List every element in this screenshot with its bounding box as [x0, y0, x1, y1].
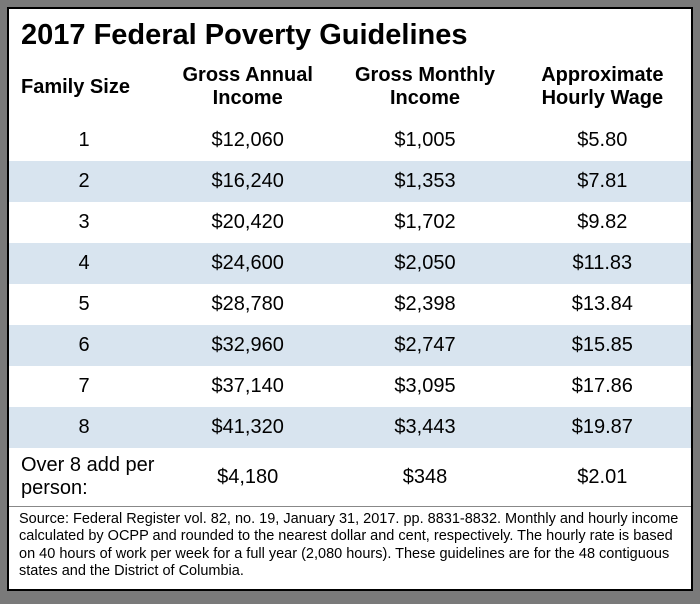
family-size-cell: 4 — [9, 243, 159, 284]
hourly-cell: $13.84 — [514, 284, 691, 325]
over-monthly-cell: $348 — [336, 448, 513, 506]
monthly-cell: $3,443 — [336, 407, 513, 448]
annual-cell: $28,780 — [159, 284, 336, 325]
table-row: 2$16,240$1,353$7.81 — [9, 161, 691, 202]
over-hourly-cell: $2.01 — [514, 448, 691, 506]
hourly-cell: $7.81 — [514, 161, 691, 202]
monthly-cell: $2,050 — [336, 243, 513, 284]
table-row: 6$32,960$2,747$15.85 — [9, 325, 691, 366]
hourly-cell: $5.80 — [514, 120, 691, 161]
table-row: 3$20,420$1,702$9.82 — [9, 202, 691, 243]
col-annual: Gross Annual Income — [159, 56, 336, 120]
guidelines-card: 2017 Federal Poverty Guidelines Family S… — [7, 7, 693, 591]
family-size-cell: 2 — [9, 161, 159, 202]
family-size-cell: 1 — [9, 120, 159, 161]
col-monthly: Gross Monthly Income — [336, 56, 513, 120]
annual-cell: $12,060 — [159, 120, 336, 161]
table-row: 8$41,320$3,443$19.87 — [9, 407, 691, 448]
family-size-cell: 8 — [9, 407, 159, 448]
monthly-cell: $1,353 — [336, 161, 513, 202]
hourly-cell: $11.83 — [514, 243, 691, 284]
annual-cell: $32,960 — [159, 325, 336, 366]
col-hourly: Approximate Hourly Wage — [514, 56, 691, 120]
annual-cell: $41,320 — [159, 407, 336, 448]
col-family-size: Family Size — [9, 56, 159, 120]
annual-cell: $37,140 — [159, 366, 336, 407]
table-row: 4$24,600$2,050$11.83 — [9, 243, 691, 284]
monthly-cell: $1,702 — [336, 202, 513, 243]
over-8-row: Over 8 add per person:$4,180$348$2.01 — [9, 448, 691, 506]
source-note: Source: Federal Register vol. 82, no. 19… — [9, 506, 691, 589]
annual-cell: $24,600 — [159, 243, 336, 284]
family-size-cell: 6 — [9, 325, 159, 366]
page-title: 2017 Federal Poverty Guidelines — [9, 9, 691, 56]
table-row: 7$37,140$3,095$17.86 — [9, 366, 691, 407]
over-label-cell: Over 8 add per person: — [9, 448, 159, 506]
monthly-cell: $2,398 — [336, 284, 513, 325]
hourly-cell: $15.85 — [514, 325, 691, 366]
monthly-cell: $3,095 — [336, 366, 513, 407]
annual-cell: $20,420 — [159, 202, 336, 243]
hourly-cell: $9.82 — [514, 202, 691, 243]
poverty-table: Family Size Gross Annual Income Gross Mo… — [9, 56, 691, 506]
family-size-cell: 3 — [9, 202, 159, 243]
family-size-cell: 7 — [9, 366, 159, 407]
hourly-cell: $17.86 — [514, 366, 691, 407]
table-row: 1$12,060$1,005$5.80 — [9, 120, 691, 161]
monthly-cell: $2,747 — [336, 325, 513, 366]
over-annual-cell: $4,180 — [159, 448, 336, 506]
family-size-cell: 5 — [9, 284, 159, 325]
hourly-cell: $19.87 — [514, 407, 691, 448]
table-body: 1$12,060$1,005$5.802$16,240$1,353$7.813$… — [9, 120, 691, 506]
monthly-cell: $1,005 — [336, 120, 513, 161]
table-header: Family Size Gross Annual Income Gross Mo… — [9, 56, 691, 120]
annual-cell: $16,240 — [159, 161, 336, 202]
table-row: 5$28,780$2,398$13.84 — [9, 284, 691, 325]
